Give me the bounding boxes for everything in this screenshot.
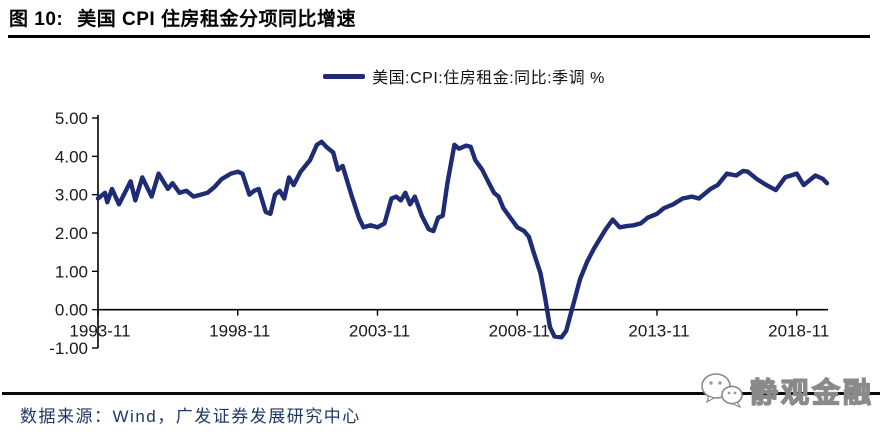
data-source-note: 数据来源：Wind，广发证券发展研究中心 (20, 407, 361, 426)
cpi-rent-yoy-line (95, 139, 830, 340)
x-tick-label: 2008-11 (489, 322, 550, 341)
watermark: 静观金融 (700, 371, 874, 411)
footer-divider (2, 392, 880, 395)
title-divider (8, 35, 870, 38)
chart-legend: 美国:CPI:住房租金:同比:季调 % (98, 63, 830, 89)
watermark-text: 静观金融 (749, 376, 874, 408)
x-tick-label: 1993-11 (69, 322, 130, 341)
x-tick-label: 2003-11 (349, 322, 410, 341)
y-tick-label: 5.00 (55, 109, 88, 128)
x-tick-label: 2018-11 (768, 322, 829, 341)
legend-line-swatch (323, 73, 366, 79)
figure-title-text: 美国 CPI 住房租金分项同比增速 (77, 9, 356, 30)
y-tick-label: -1.00 (49, 339, 88, 358)
figure-title: 图 10: 美国 CPI 住房租金分项同比增速 (9, 4, 356, 31)
y-tick-label: 2.00 (55, 224, 88, 243)
figure-number: 图 10: (9, 9, 64, 30)
y-tick-label: 0.00 (55, 301, 88, 320)
x-tick-label: 1998-11 (209, 322, 270, 341)
y-tick-label: 4.00 (55, 147, 88, 166)
y-tick-label: 1.00 (55, 262, 88, 281)
x-tick-label: 2013-11 (628, 322, 689, 341)
y-tick-label: 3.00 (55, 186, 88, 205)
legend-label: 美国:CPI:住房租金:同比:季调 % (372, 70, 605, 87)
wechat-icon (701, 373, 743, 409)
